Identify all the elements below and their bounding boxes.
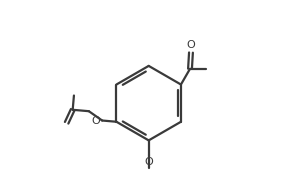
Text: O: O bbox=[144, 157, 153, 167]
Text: O: O bbox=[187, 40, 195, 49]
Text: O: O bbox=[91, 116, 100, 125]
